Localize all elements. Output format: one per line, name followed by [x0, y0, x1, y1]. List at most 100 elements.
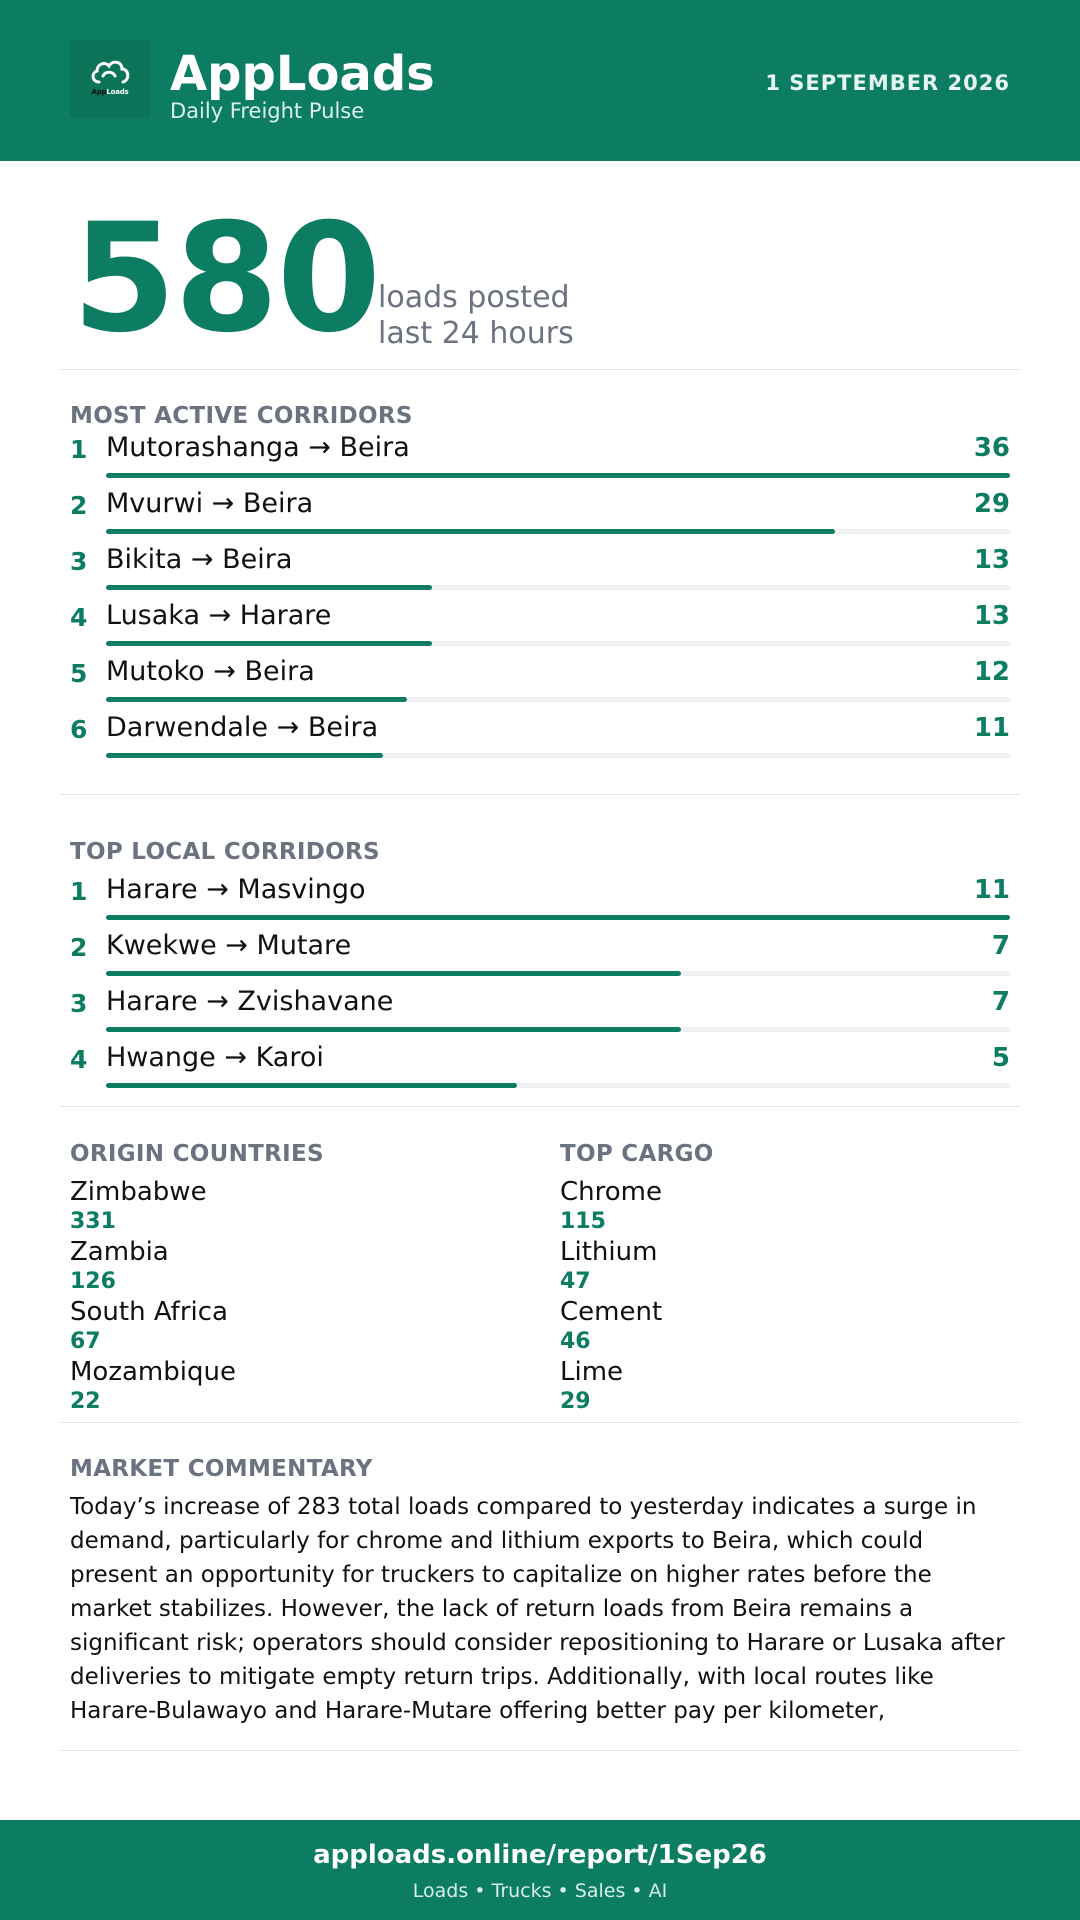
corridor-rank: 2 [70, 491, 88, 520]
corridor-bar-track [106, 753, 1010, 758]
brand-tagline: Daily Freight Pulse [170, 99, 365, 123]
loads-posted-count: 580 [72, 192, 381, 366]
corridor-bar-fill [106, 473, 1010, 478]
origin-country-name: Zimbabwe [70, 1177, 207, 1207]
corridor-load-count: 13 [973, 601, 1010, 631]
corridor-route: Darwendale → Beira [106, 712, 379, 743]
corridor-bar-fill [106, 971, 681, 976]
corridor-row[interactable]: 2 Kwekwe → Mutare 7 [0, 930, 1080, 985]
top-cargo-list: Chrome 115 Lithium 47 Cement 46 Lime 29 [560, 1177, 980, 1417]
corridor-load-count: 7 [991, 987, 1010, 1017]
corridor-route: Mutorashanga → Beira [106, 432, 410, 463]
origin-country-count: 67 [70, 1329, 101, 1354]
corridor-rank: 6 [70, 715, 88, 744]
corridor-row[interactable]: 5 Mutoko → Beira 12 [0, 656, 1080, 711]
divider [60, 1422, 1020, 1423]
corridor-bar-track [106, 915, 1010, 920]
divider [60, 369, 1020, 370]
cloud-icon [91, 60, 130, 84]
origin-country-name: Zambia [70, 1237, 169, 1267]
corridor-rank: 1 [70, 435, 88, 464]
cargo-type-name: Lime [560, 1357, 624, 1387]
corridor-load-count: 12 [973, 657, 1010, 687]
corridor-bar-fill [106, 641, 433, 646]
origin-country-count: 331 [70, 1209, 116, 1234]
corridor-rank: 4 [70, 1045, 88, 1074]
divider [60, 1106, 1020, 1107]
corridor-bar-track [106, 585, 1010, 590]
corridor-load-count: 13 [973, 545, 1010, 575]
corridor-route: Bikita → Beira [106, 544, 293, 575]
corridor-load-count: 11 [973, 713, 1010, 743]
section-title-active-corridors: MOST ACTIVE CORRIDORS [70, 403, 413, 429]
corridor-route: Kwekwe → Mutare [106, 930, 352, 961]
corridor-row[interactable]: 1 Harare → Masvingo 11 [0, 874, 1080, 929]
corridor-bar-fill [106, 1027, 681, 1032]
origin-country-count: 126 [70, 1269, 116, 1294]
corridor-row[interactable]: 6 Darwendale → Beira 11 [0, 712, 1080, 767]
corridor-rank: 5 [70, 659, 88, 688]
section-title-local-corridors: TOP LOCAL CORRIDORS [70, 839, 380, 865]
corridor-rank: 4 [70, 603, 88, 632]
corridor-load-count: 36 [973, 433, 1010, 463]
loads-posted-label: loads posted [378, 280, 570, 315]
section-title-origin-countries: ORIGIN COUNTRIES [70, 1141, 324, 1167]
section-title-market-commentary: MARKET COMMENTARY [70, 1456, 373, 1482]
footer-services: Loads • Trucks • Sales • AI [412, 1880, 668, 1902]
footer-banner: apploads.online/report/1Sep26 Loads • Tr… [0, 1820, 1080, 1920]
corridor-row[interactable]: 2 Mvurwi → Beira 29 [0, 488, 1080, 543]
corridor-bar-fill [106, 1083, 518, 1088]
corridor-bar-fill [106, 529, 835, 534]
corridor-row[interactable]: 1 Mutorashanga → Beira 36 [0, 432, 1080, 487]
corridor-route: Harare → Masvingo [106, 874, 366, 905]
corridor-bar-track [106, 971, 1010, 976]
report-link[interactable]: apploads.online/report/1Sep26 [313, 1840, 767, 1870]
corridor-bar-fill [106, 753, 383, 758]
cargo-type-count: 29 [560, 1389, 591, 1414]
report-date: 1 SEPTEMBER 2026 [765, 71, 1010, 95]
corridor-bar-track [106, 1083, 1010, 1088]
corridor-row[interactable]: 4 Lusaka → Harare 13 [0, 600, 1080, 655]
corridor-bar-track [106, 529, 1010, 534]
header-banner: AppLoads AppLoads Daily Freight Pulse 1 … [0, 0, 1080, 161]
corridor-rank: 1 [70, 877, 88, 906]
corridor-rank: 2 [70, 933, 88, 962]
divider [60, 1750, 1020, 1751]
cargo-type-name: Lithium [560, 1237, 658, 1267]
market-commentary-text: Today’s increase of 283 total loads comp… [70, 1494, 1005, 1724]
corridor-route: Lusaka → Harare [106, 600, 332, 631]
brand-logo[interactable]: AppLoads [70, 40, 150, 118]
origin-countries-list: Zimbabwe 331 Zambia 126 South Africa 67 Mozamb… [70, 1177, 490, 1417]
corridor-load-count: 5 [991, 1043, 1010, 1073]
logo-wordmark: AppLoads [91, 88, 129, 96]
corridor-rank: 3 [70, 547, 88, 576]
origin-country-name: South Africa [70, 1297, 228, 1327]
cargo-type-name: Cement [560, 1297, 663, 1327]
brand-name: AppLoads [170, 46, 435, 102]
cargo-type-count: 115 [560, 1209, 606, 1234]
corridor-bar-fill [106, 585, 433, 590]
origin-country-name: Mozambique [70, 1357, 236, 1387]
corridor-row[interactable]: 3 Bikita → Beira 13 [0, 544, 1080, 599]
corridor-load-count: 7 [991, 931, 1010, 961]
corridor-bar-track [106, 1027, 1010, 1032]
corridor-bar-track [106, 641, 1010, 646]
corridor-bar-track [106, 473, 1010, 478]
corridor-bar-fill [106, 697, 408, 702]
corridor-route: Mutoko → Beira [106, 656, 315, 687]
corridor-load-count: 11 [973, 875, 1010, 905]
corridor-route: Mvurwi → Beira [106, 488, 314, 519]
cargo-type-count: 46 [560, 1329, 591, 1354]
corridor-rank: 3 [70, 989, 88, 1018]
corridor-load-count: 29 [973, 489, 1010, 519]
origin-country-count: 22 [70, 1389, 101, 1414]
loads-posted-period: last 24 hours [378, 316, 574, 351]
corridor-row[interactable]: 4 Hwange → Karoi 5 [0, 1042, 1080, 1097]
corridor-row[interactable]: 3 Harare → Zvishavane 7 [0, 986, 1080, 1041]
cargo-type-count: 47 [560, 1269, 591, 1294]
divider [60, 794, 1020, 795]
corridor-route: Harare → Zvishavane [106, 986, 394, 1017]
corridor-bar-fill [106, 915, 1010, 920]
corridor-route: Hwange → Karoi [106, 1042, 324, 1073]
cargo-type-name: Chrome [560, 1177, 662, 1207]
